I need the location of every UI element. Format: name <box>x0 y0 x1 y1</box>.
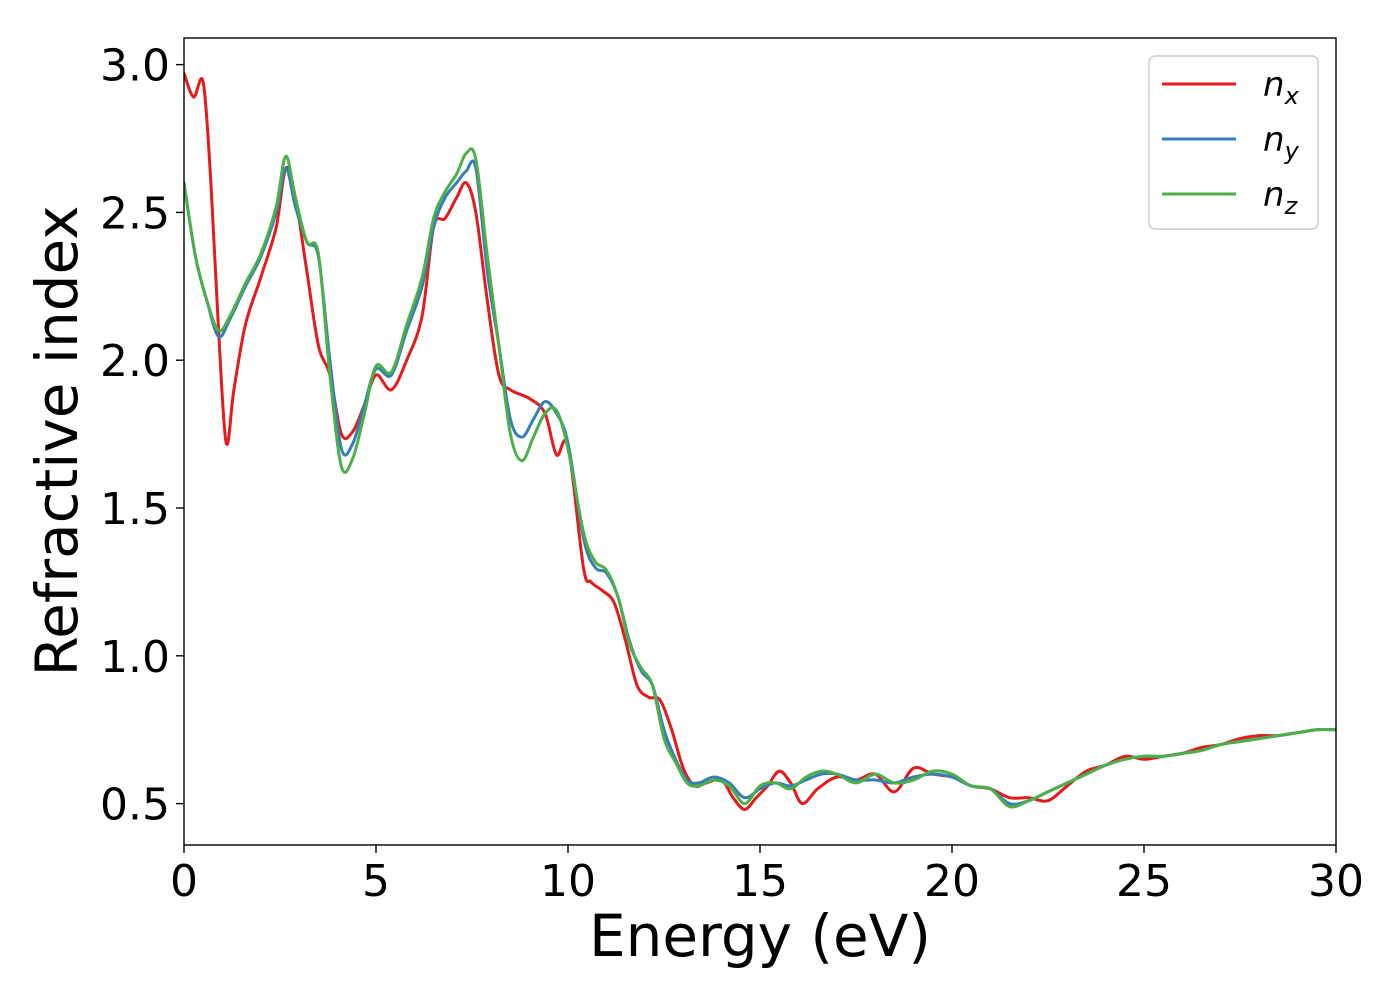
x-axis-title: Energy (eV) <box>589 902 931 970</box>
legend-label-y: ny <box>1263 120 1300 165</box>
y-tick-label: 0.5 <box>100 780 170 831</box>
y-tick-label: 2.5 <box>100 188 170 239</box>
series-line-z <box>184 147 1336 809</box>
x-tick-label: 5 <box>362 856 390 907</box>
legend: nx ny nz <box>1148 55 1319 230</box>
y-tick-label: 1.5 <box>100 484 170 535</box>
x-tick-label: 10 <box>540 856 596 907</box>
y-tick-label: 1.0 <box>100 632 170 683</box>
x-tick-label: 15 <box>732 856 788 907</box>
legend-box <box>1148 55 1319 230</box>
series-line-x <box>184 72 1336 811</box>
y-axis-ticks: 0.5 1.0 1.5 2.0 2.5 3.0 <box>100 41 184 831</box>
legend-label-x: nx <box>1263 65 1300 110</box>
legend-label-z: nz <box>1263 175 1299 220</box>
y-tick-label: 3.0 <box>100 41 170 92</box>
x-tick-label: 20 <box>924 856 980 907</box>
x-tick-label: 0 <box>170 856 198 907</box>
x-tick-label: 25 <box>1116 856 1172 907</box>
x-axis-ticks: 0 5 10 15 20 25 30 <box>170 845 1364 907</box>
series-layer <box>184 72 1336 811</box>
y-tick-label: 2.0 <box>100 336 170 387</box>
x-tick-label: 30 <box>1308 856 1364 907</box>
y-axis-title: Refractive index <box>23 205 91 676</box>
